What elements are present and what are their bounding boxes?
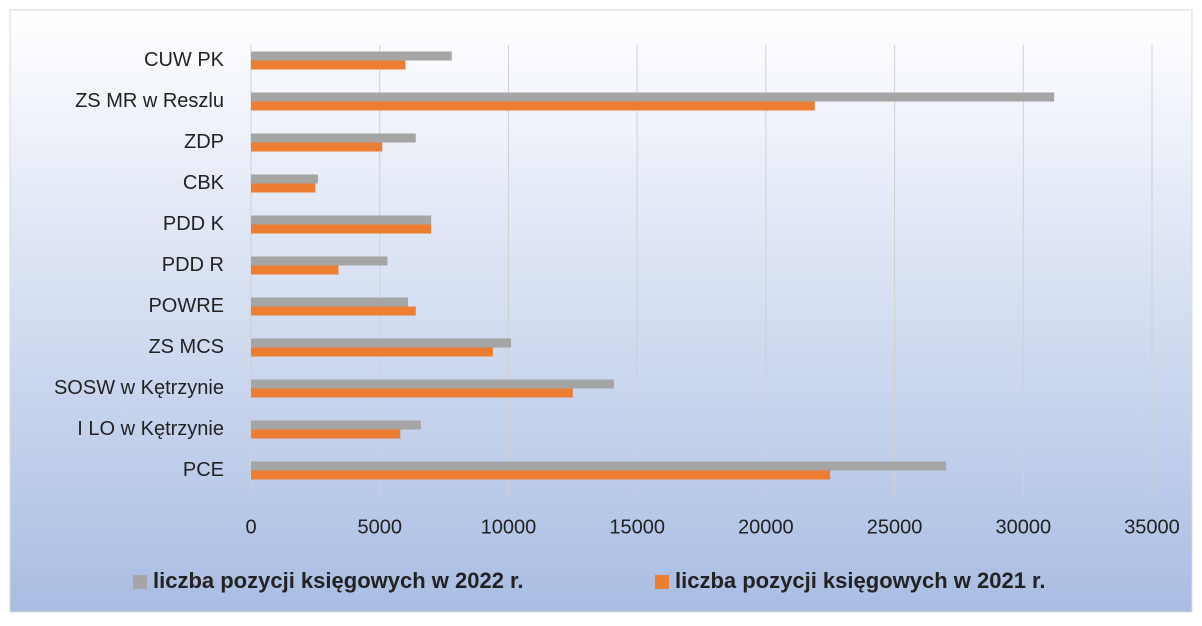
bar	[251, 429, 401, 439]
y-tick-label: POWRE	[148, 295, 224, 317]
x-tick-label: 5000	[357, 516, 402, 538]
y-tick-label: PCE	[183, 459, 224, 481]
y-tick-label: I LO w Kętrzynie	[77, 418, 224, 440]
bar	[251, 470, 831, 480]
y-tick-label: SOSW w Kętrzynie	[54, 377, 224, 399]
bar	[251, 379, 614, 389]
bar	[251, 256, 388, 266]
bar	[251, 51, 452, 61]
x-tick-label: 20000	[738, 516, 794, 538]
bar	[251, 265, 339, 275]
bar	[251, 461, 947, 471]
bar	[251, 420, 421, 430]
legend-swatch	[133, 575, 147, 589]
bar	[251, 142, 383, 152]
bar	[251, 347, 493, 357]
y-tick-label: PDD K	[163, 213, 225, 235]
y-tick-label: ZS MCS	[148, 336, 224, 358]
y-tick-label: ZDP	[184, 131, 224, 153]
y-tick-label: CBK	[183, 172, 225, 194]
bar	[251, 215, 432, 225]
legend-label: liczba pozycji księgowych w 2022 r.	[153, 568, 524, 593]
bar	[251, 133, 416, 143]
legend-swatch	[655, 575, 669, 589]
bar	[251, 92, 1055, 102]
bar	[251, 338, 512, 348]
x-tick-label: 35000	[1124, 516, 1180, 538]
x-tick-label: 15000	[609, 516, 665, 538]
y-tick-label: PDD R	[162, 254, 224, 276]
legend-label: liczba pozycji księgowych w 2021 r.	[675, 568, 1046, 593]
x-tick-label: 25000	[867, 516, 923, 538]
bar	[251, 174, 318, 184]
bar	[251, 224, 432, 234]
x-tick-label: 30000	[995, 516, 1051, 538]
x-tick-label: 10000	[481, 516, 537, 538]
y-tick-label: ZS MR w Reszlu	[75, 90, 224, 112]
bar	[251, 297, 409, 307]
bar	[251, 306, 416, 316]
bar	[251, 183, 316, 193]
bar	[251, 101, 815, 111]
bar	[251, 60, 406, 70]
x-tick-label: 0	[245, 516, 256, 538]
y-tick-label: CUW PK	[144, 49, 225, 71]
bar	[251, 388, 573, 398]
